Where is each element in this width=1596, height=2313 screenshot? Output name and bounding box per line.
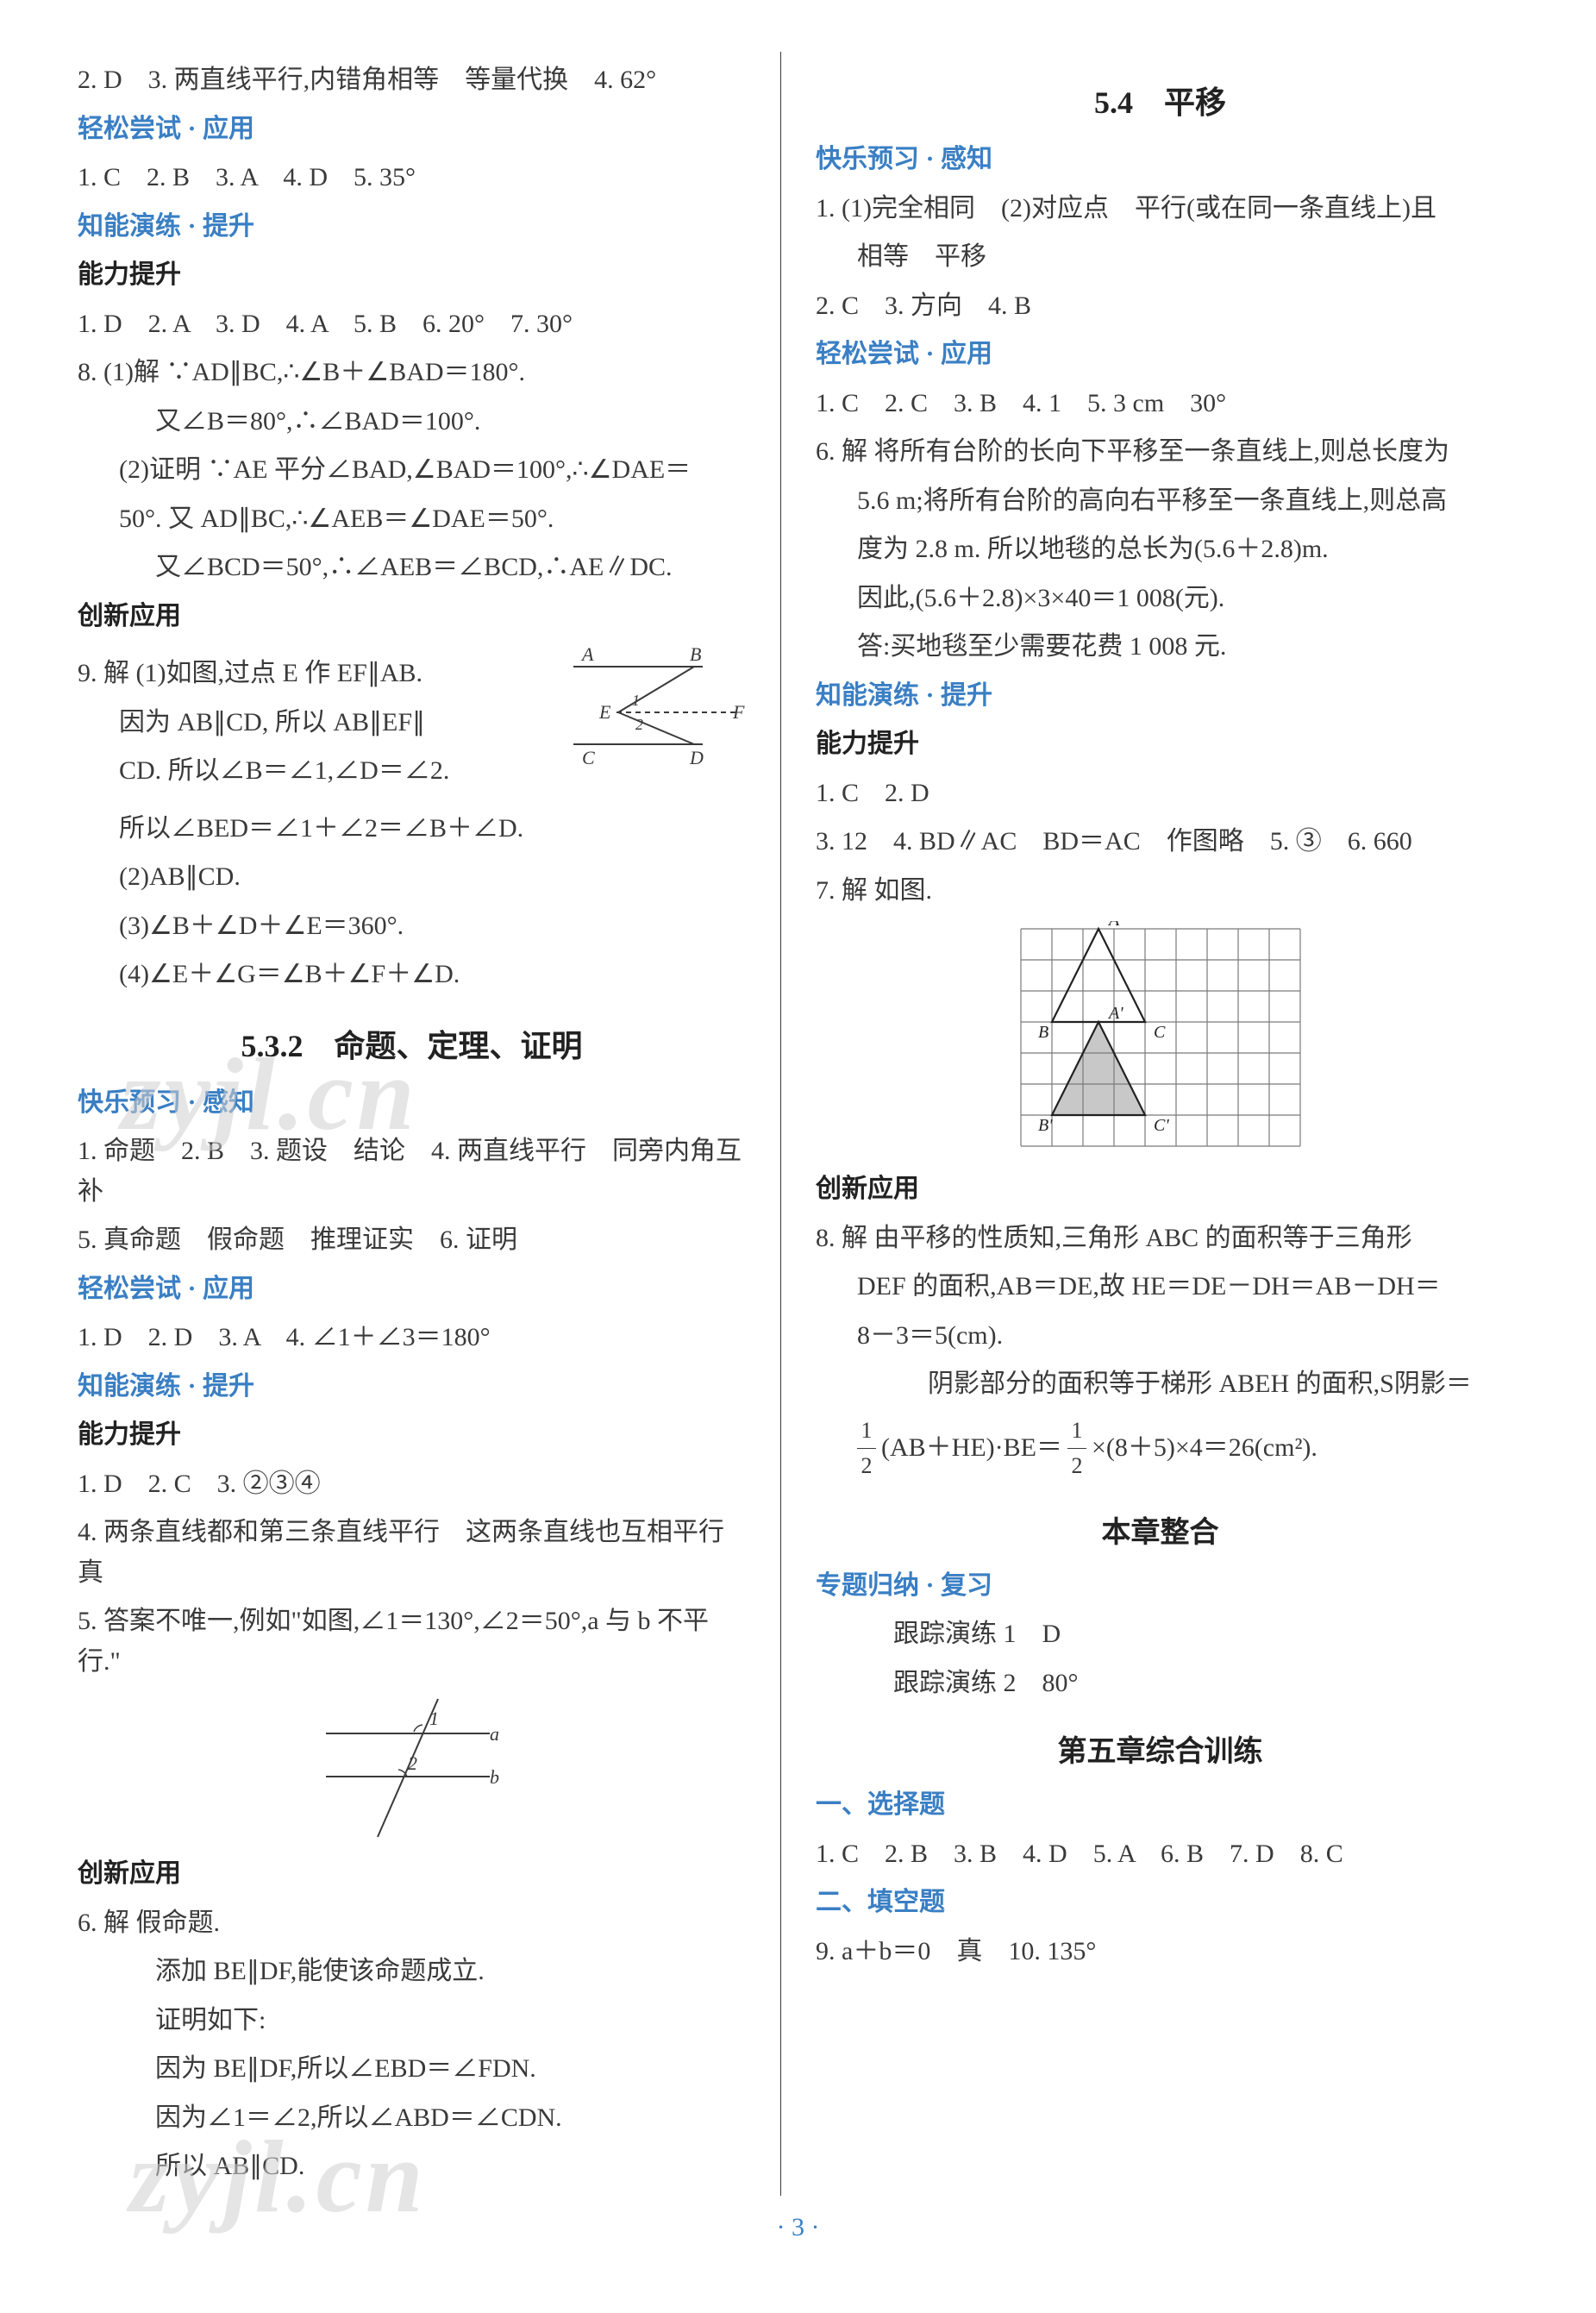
solution-line: 所以 AB∥CD. <box>78 2147 746 2187</box>
page-number: · 3 · <box>78 2213 1518 2242</box>
solution-line: 6. 解 将所有台阶的长向下平移至一条直线上,则总长度为 <box>816 432 1505 473</box>
solution-line: 8. 解 由平移的性质知,三角形 ABC 的面积等于三角形 <box>816 1219 1505 1259</box>
answer-line: 2. D 3. 两直线平行,内错角相等 等量代换 4. 62° <box>78 60 746 101</box>
svg-text:F: F <box>732 701 745 723</box>
solution-line: DEF 的面积,AB＝DE,故 HE＝DE－DH＝AB－DH＝ <box>816 1267 1505 1307</box>
svg-text:C': C' <box>1154 1116 1169 1135</box>
fraction-den: 2 <box>1071 1449 1082 1483</box>
section-header: 轻松尝试 · 应用 <box>78 1269 746 1310</box>
solution-line: (2)AB∥CD. <box>78 857 746 898</box>
answer-line: 1. D 2. A 3. D 4. A 5. B 6. 20° 7. 30° <box>78 304 746 345</box>
solution-line: (4)∠E＋∠G＝∠B＋∠F＋∠D. <box>78 955 746 995</box>
answer-line: 跟踪演练 1 D <box>816 1614 1505 1655</box>
solution-line: 50°. 又 AD∥BC,∴∠AEB＝∠DAE＝50°. <box>78 499 746 540</box>
section-header: 轻松尝试 · 应用 <box>816 335 1505 375</box>
answer-line: 跟踪演练 2 80° <box>816 1664 1505 1704</box>
subsection-header: 能力提升 <box>78 1415 746 1456</box>
svg-text:a: a <box>490 1723 499 1745</box>
answer-line: 9. a＋b＝0 真 10. 135° <box>816 1932 1505 1972</box>
svg-text:B': B' <box>1038 1116 1053 1135</box>
section-header: 专题归纳 · 复习 <box>816 1566 1505 1607</box>
subsection-header: 能力提升 <box>78 255 746 296</box>
svg-text:A: A <box>1107 921 1120 930</box>
eq-right: ×(8＋5)×4＝26(cm²). <box>1092 1428 1317 1469</box>
solution-line: 又∠B＝80°,∴∠BAD＝100°. <box>78 402 746 442</box>
subsection-header: 创新应用 <box>78 1854 746 1895</box>
answer-line: 1. C 2. D <box>816 774 1505 814</box>
section-header: 快乐预习 · 感知 <box>78 1083 746 1124</box>
svg-text:D: D <box>689 747 704 766</box>
solution-line: 因此,(5.6＋2.8)×3×40＝1 008(元). <box>816 579 1505 619</box>
svg-text:A: A <box>580 645 594 665</box>
svg-text:C: C <box>582 747 595 766</box>
solution-line: 证明如下: <box>78 2001 746 2041</box>
answer-line: 1. 命题 2. B 3. 题设 结论 4. 两直线平行 同旁内角互补 <box>78 1131 746 1212</box>
section-header: 二、填空题 <box>816 1883 1505 1923</box>
solution-line: CD. 所以∠B＝∠1,∠D＝∠2. <box>78 751 548 792</box>
svg-text:b: b <box>490 1766 499 1788</box>
solution-line: 阴影部分的面积等于梯形 ABEH 的面积,S阴影＝ <box>816 1364 1505 1405</box>
section-header: 一、选择题 <box>816 1785 1505 1826</box>
svg-text:B: B <box>1038 1023 1048 1042</box>
answer-line: 1. C 2. C 3. B 4. 1 5. 3 cm 30° <box>816 384 1505 424</box>
solution-line: 又∠BCD＝50°,∴∠AEB＝∠BCD,∴AE∥DC. <box>78 548 746 588</box>
subsection-header: 创新应用 <box>78 597 746 637</box>
svg-text:2: 2 <box>635 716 643 733</box>
solution-line: 5.6 m;将所有台阶的高向右平移至一条直线上,则总高 <box>816 481 1505 522</box>
section-title: 本章整合 <box>816 1508 1505 1551</box>
svg-text:A': A' <box>1107 1004 1123 1023</box>
solution-line: 因为∠1＝∠2,所以∠ABD＝∠CDN. <box>78 2098 746 2139</box>
solution-line: (3)∠B＋∠D＋∠E＝360°. <box>78 906 746 947</box>
section-header: 知能演练 · 提升 <box>816 676 1505 717</box>
solution-line: 答:买地毯至少需要花费 1 008 元. <box>816 627 1505 668</box>
diagram-q9-figure: A B C D E F 1 2 <box>565 645 746 766</box>
solution-line: 9. 解 (1)如图,过点 E 作 EF∥AB. <box>78 654 548 694</box>
answer-line: 1. (1)完全相同 (2)对应点 平行(或在同一条直线上)且 <box>816 189 1505 229</box>
solution-line: 度为 2.8 m. 所以地毯的总长为(5.6＋2.8)m. <box>816 530 1505 570</box>
right-column: 5.4 平移 快乐预习 · 感知 1. (1)完全相同 (2)对应点 平行(或在… <box>780 52 1505 2196</box>
answer-line: 4. 两条直线都和第三条直线平行 这两条直线也互相平行 真 <box>78 1513 746 1593</box>
svg-text:C: C <box>1154 1023 1166 1042</box>
svg-text:1: 1 <box>632 692 640 709</box>
svg-text:2: 2 <box>408 1752 417 1774</box>
solution-line: 添加 BE∥DF,能使该命题成立. <box>78 1952 746 1992</box>
section-header: 知能演练 · 提升 <box>78 207 746 248</box>
subsection-header: 能力提升 <box>816 724 1505 765</box>
solution-line: 因为 AB∥CD, 所以 AB∥EF∥ <box>78 703 548 743</box>
solution-line: (2)证明 ∵AE 平分∠BAD,∠BAD＝100°,∴∠DAE＝ <box>78 450 746 491</box>
solution-line: 7. 解 如图. <box>816 871 1505 912</box>
answer-line: 1. D 2. C 3. ②③④ <box>78 1464 746 1505</box>
section-header: 轻松尝试 · 应用 <box>78 110 746 150</box>
svg-text:1: 1 <box>429 1708 439 1729</box>
left-column: 2. D 3. 两直线平行,内错角相等 等量代换 4. 62° 轻松尝试 · 应… <box>78 52 780 2196</box>
fraction-den: 2 <box>861 1449 873 1483</box>
subsection-header: 创新应用 <box>816 1169 1505 1210</box>
svg-text:B: B <box>690 645 701 665</box>
answer-line: 1. C 2. B 3. B 4. D 5. A 6. B 7. D 8. C <box>816 1834 1505 1875</box>
fraction-num: 1 <box>1071 1414 1082 1448</box>
solution-line: 6. 解 假命题. <box>78 1903 746 1944</box>
section-title: 5.4 平移 <box>816 78 1505 122</box>
answer-line: 1. C 2. B 3. A 4. D 5. 35° <box>78 158 746 198</box>
section-header: 知能演练 · 提升 <box>78 1367 746 1407</box>
solution-line: 8. (1)解 ∵AD∥BC,∴∠B＋∠BAD＝180°. <box>78 353 746 393</box>
solution-line: 因为 BE∥DF,所以∠EBD＝∠FDN. <box>78 2049 746 2090</box>
diagram-q7-grid: A B C A' B' C' <box>1014 921 1307 1154</box>
answer-line: 5. 答案不唯一,例如"如图,∠1＝130°,∠2＝50°,a 与 b 不平行.… <box>78 1602 746 1682</box>
answer-line: 相等 平移 <box>816 237 1505 278</box>
eq-left: (AB＋HE)·BE＝ <box>881 1428 1062 1469</box>
answer-line: 3. 12 4. BD∥AC BD＝AC 作图略 5. ③ 6. 660 <box>816 822 1505 862</box>
solution-fraction-line: 1 2 (AB＋HE)·BE＝ 1 2 ×(8＋5)×4＝26(cm²). <box>816 1414 1505 1484</box>
solution-line: 所以∠BED＝∠1＋∠2＝∠B＋∠D. <box>78 809 746 849</box>
section-title: 第五章综合训练 <box>816 1727 1505 1770</box>
answer-line: 5. 真命题 假命题 推理证实 6. 证明 <box>78 1220 746 1261</box>
answer-line: 1. D 2. D 3. A 4. ∠1＋∠3＝180° <box>78 1318 746 1358</box>
fraction-num: 1 <box>861 1414 873 1448</box>
section-title: 5.3.2 命题、定理、证明 <box>78 1021 746 1066</box>
answer-line: 2. C 3. 方向 4. B <box>816 286 1505 327</box>
diagram-q5-figure: 1 2 a b <box>317 1690 507 1846</box>
svg-text:E: E <box>598 701 611 723</box>
solution-line: 8－3＝5(cm). <box>816 1316 1505 1357</box>
section-header: 快乐预习 · 感知 <box>816 140 1505 180</box>
